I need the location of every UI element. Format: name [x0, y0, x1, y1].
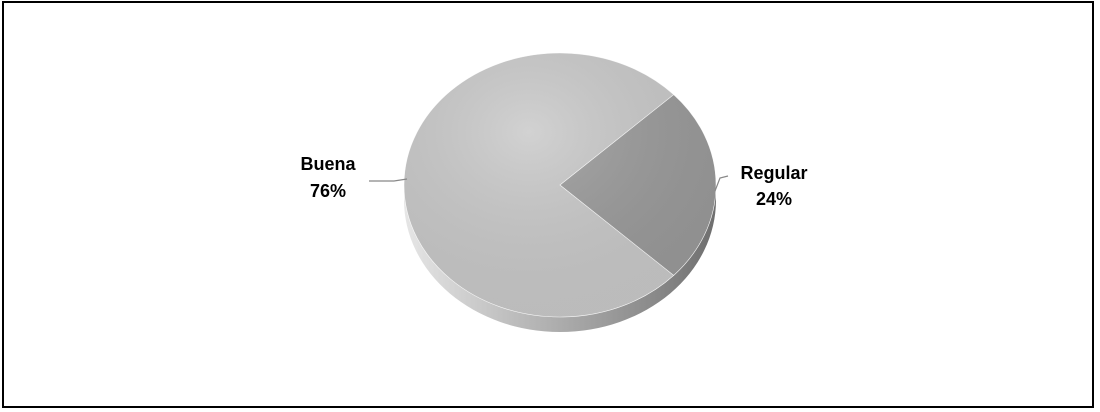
slice-label-buena-name: Buena [300, 154, 356, 174]
leader-line-regular [714, 175, 729, 192]
pie-group [369, 52, 729, 332]
slice-label-regular-pct: 24% [756, 189, 792, 209]
pie-top-shading [404, 53, 716, 317]
label-group: Buena 76% Regular 24% [300, 154, 807, 209]
slice-label-buena-pct: 76% [310, 181, 346, 201]
slice-label-regular-name: Regular [740, 163, 807, 183]
leader-line-buena [369, 178, 408, 182]
